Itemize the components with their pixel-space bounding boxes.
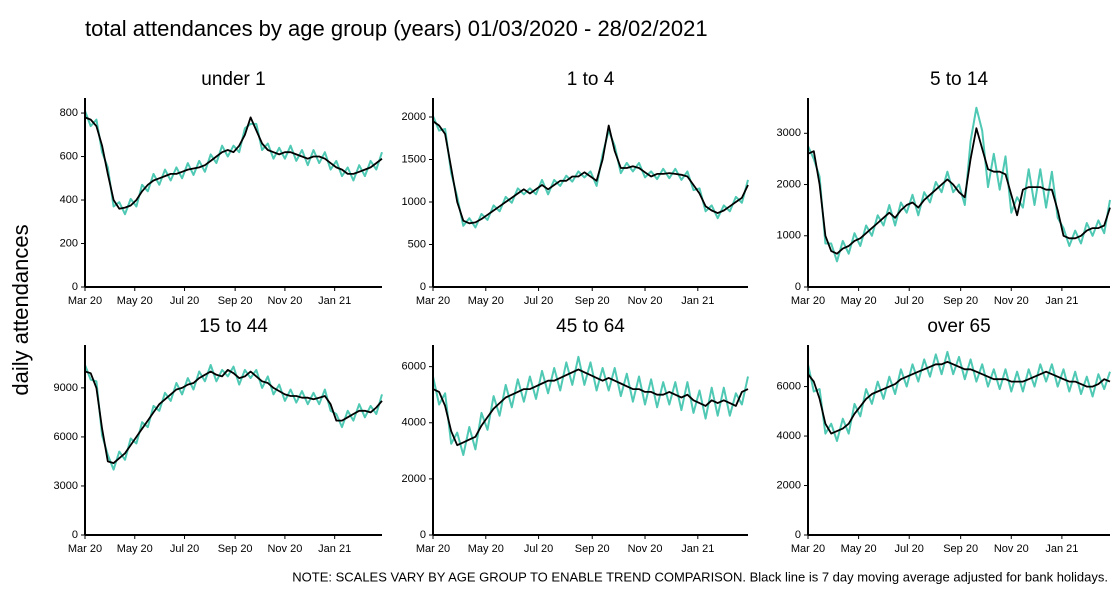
figure-title: total attendances by age group (years) 0… xyxy=(85,16,708,41)
x-tick-label: Jul 20 xyxy=(170,543,199,555)
x-tick-label: Mar 20 xyxy=(68,295,102,307)
y-tick-label: 6000 xyxy=(402,361,426,373)
y-tick-label: 0 xyxy=(72,529,78,541)
panel-title: 45 to 64 xyxy=(556,316,625,337)
x-tick-label: May 20 xyxy=(841,543,877,555)
x-tick-label: Mar 20 xyxy=(791,543,825,555)
x-tick-label: Sep 20 xyxy=(575,295,610,307)
y-tick-label: 3000 xyxy=(777,127,801,139)
y-tick-label: 9000 xyxy=(54,382,78,394)
x-tick-label: May 20 xyxy=(468,295,504,307)
series-line xyxy=(432,355,749,456)
x-tick-label: May 20 xyxy=(117,543,153,555)
panel-title: 15 to 44 xyxy=(199,316,268,337)
y-tick-label: 400 xyxy=(60,194,78,206)
y-tick-label: 2000 xyxy=(777,178,801,190)
y-tick-label: 6000 xyxy=(54,431,78,443)
series-line xyxy=(84,364,383,471)
series-line xyxy=(84,116,383,210)
y-tick-label: 1000 xyxy=(402,196,426,208)
series-line xyxy=(432,368,749,447)
y-tick-label: 4000 xyxy=(402,417,426,429)
x-tick-label: Nov 20 xyxy=(628,295,663,307)
x-tick-label: Sep 20 xyxy=(943,543,978,555)
series-line xyxy=(84,110,383,216)
y-tick-label: 2000 xyxy=(402,473,426,485)
y-tick-label: 0 xyxy=(420,281,426,293)
panel-title: under 1 xyxy=(201,69,265,90)
x-tick-label: Mar 20 xyxy=(791,295,825,307)
y-tick-label: 600 xyxy=(60,150,78,162)
x-tick-label: Jan 21 xyxy=(318,543,351,555)
x-tick-label: Jan 21 xyxy=(681,543,714,555)
x-tick-label: Nov 20 xyxy=(267,543,302,555)
x-tick-label: Nov 20 xyxy=(628,543,663,555)
panel-title: 1 to 4 xyxy=(567,69,615,90)
y-tick-label: 800 xyxy=(60,107,78,119)
y-tick-label: 0 xyxy=(72,281,78,293)
y-axis-label: daily attendances xyxy=(8,224,33,395)
x-tick-label: Sep 20 xyxy=(575,543,610,555)
x-tick-label: Mar 20 xyxy=(416,543,450,555)
series-line xyxy=(807,360,1111,435)
x-tick-label: May 20 xyxy=(117,295,153,307)
x-tick-label: May 20 xyxy=(841,295,877,307)
x-tick-label: Sep 20 xyxy=(218,295,253,307)
x-tick-label: Nov 20 xyxy=(994,295,1029,307)
y-tick-label: 6000 xyxy=(777,380,801,392)
note: NOTE: SCALES VARY BY AGE GROUP TO ENABLE… xyxy=(292,569,1108,584)
x-tick-label: Jan 21 xyxy=(681,295,714,307)
y-tick-label: 2000 xyxy=(402,111,426,123)
y-tick-label: 0 xyxy=(795,281,801,293)
y-tick-label: 0 xyxy=(420,529,426,541)
x-tick-label: Mar 20 xyxy=(68,543,102,555)
x-tick-label: Jul 20 xyxy=(524,295,553,307)
x-tick-label: Sep 20 xyxy=(943,295,978,307)
series-line xyxy=(807,106,1111,263)
x-tick-label: Nov 20 xyxy=(267,295,302,307)
x-tick-label: Jan 21 xyxy=(1045,543,1078,555)
x-tick-label: May 20 xyxy=(468,543,504,555)
series-line xyxy=(84,369,383,464)
x-tick-label: Sep 20 xyxy=(218,543,253,555)
x-tick-label: Jul 20 xyxy=(170,295,199,307)
x-tick-label: Mar 20 xyxy=(416,295,450,307)
x-tick-label: Nov 20 xyxy=(994,543,1029,555)
x-tick-label: Jan 21 xyxy=(1045,295,1078,307)
x-tick-label: Jan 21 xyxy=(318,295,351,307)
series-line xyxy=(807,127,1111,255)
y-tick-label: 3000 xyxy=(54,480,78,492)
x-tick-label: Jul 20 xyxy=(895,543,924,555)
y-tick-label: 1500 xyxy=(402,153,426,165)
panel-title: over 65 xyxy=(927,316,990,337)
series-line xyxy=(807,350,1111,442)
y-tick-label: 500 xyxy=(408,238,426,250)
y-tick-label: 1000 xyxy=(777,230,801,242)
y-tick-label: 4000 xyxy=(777,430,801,442)
x-tick-label: Jul 20 xyxy=(524,543,553,555)
y-tick-label: 2000 xyxy=(777,479,801,491)
x-tick-label: Jul 20 xyxy=(895,295,924,307)
series-line xyxy=(432,120,749,225)
panel-title: 5 to 14 xyxy=(930,69,989,90)
y-tick-label: 200 xyxy=(60,237,78,249)
y-tick-label: 0 xyxy=(795,529,801,541)
series-line xyxy=(432,115,749,229)
